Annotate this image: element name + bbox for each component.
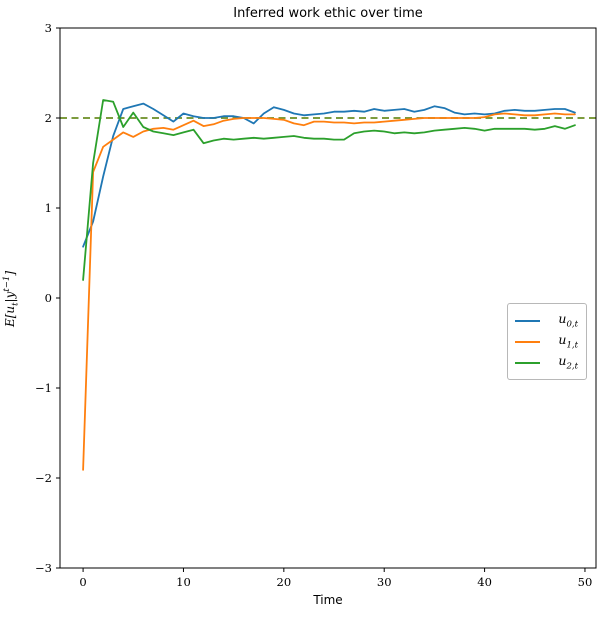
y-tick-label: 1 xyxy=(45,201,52,215)
y-tick-label: −3 xyxy=(35,561,52,575)
series-line-u1t xyxy=(82,112,576,471)
y-label-bar: | xyxy=(3,298,17,303)
series-line-u2t xyxy=(82,99,576,281)
y-label-var2-sup: t−1 xyxy=(2,275,12,292)
legend-label-u0t: u0,t xyxy=(558,311,578,330)
legend-swatch-u2t xyxy=(515,361,540,364)
legend-item-u2t: u2,t xyxy=(515,352,578,373)
y-label-var1-sub: t xyxy=(10,302,21,306)
legend-swatch-u0t xyxy=(515,319,540,322)
legend-label-u2t: u2,t xyxy=(558,353,578,372)
series-line-u0t xyxy=(82,102,576,248)
y-label-open: E[ xyxy=(3,313,17,328)
legend-item-u0t: u0,t xyxy=(515,310,578,331)
y-label-var1: u xyxy=(3,305,17,314)
x-tick-label: 10 xyxy=(176,575,191,589)
x-axis-label: Time xyxy=(313,593,343,607)
y-tick-label: −2 xyxy=(35,471,52,485)
x-tick-label: 20 xyxy=(277,575,292,589)
legend-swatch-u1t xyxy=(515,340,540,343)
legend-box: u0,t u1,t u2,t xyxy=(507,303,587,380)
axes-spines xyxy=(59,27,597,569)
chart-title: Inferred work ethic over time xyxy=(233,6,423,21)
x-tick-label: 30 xyxy=(377,575,392,589)
legend-item-u1t: u1,t xyxy=(515,331,578,352)
y-axis-label: E[ut|yt−1] xyxy=(2,229,21,369)
legend-label-u1t: u1,t xyxy=(558,332,578,351)
y-tick-label: 2 xyxy=(45,111,52,125)
x-tick-label: 0 xyxy=(79,575,86,589)
y-label-var2: y xyxy=(3,291,17,299)
y-tick-label: 3 xyxy=(45,21,52,35)
x-tick-label: 40 xyxy=(477,575,492,589)
x-tick-label: 50 xyxy=(578,575,593,589)
y-tick-label: 0 xyxy=(45,291,52,305)
y-tick-label: −1 xyxy=(35,381,52,395)
y-label-close: ] xyxy=(3,270,17,276)
